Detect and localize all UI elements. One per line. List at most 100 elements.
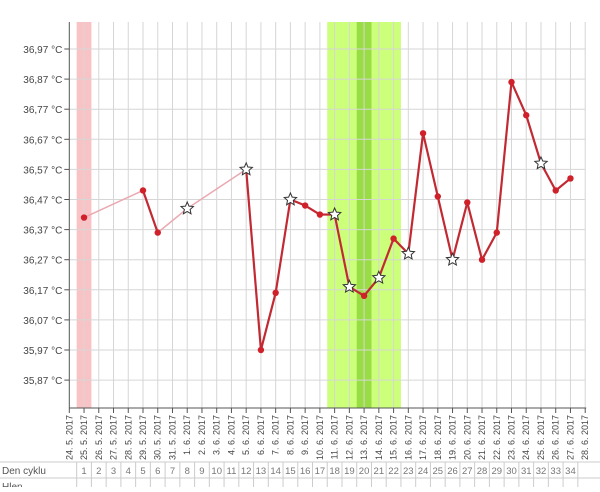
cycle-table: Den cyklu 1 2 3 4 5 6 7 8 9 10 11 12 13 14 15 16 17 18 19 20…: [0, 461, 600, 492]
data-point: [360, 292, 368, 300]
table-cell: 16: [300, 466, 311, 477]
table-cell: 25: [433, 466, 444, 477]
x-tick-label: 29. 5. 2017: [138, 415, 148, 460]
data-point: [493, 229, 500, 236]
y-tick-label: 36,87 °C: [23, 75, 62, 86]
x-tick-label: 11. 6. 2017: [330, 415, 340, 459]
x-tick-label: 17. 6. 2017: [418, 415, 428, 460]
data-point: [80, 214, 88, 221]
data-point: [272, 289, 279, 297]
x-tick-label: 27. 5. 2017: [109, 415, 119, 460]
table-cell: 14: [270, 466, 281, 477]
x-tick-label: 26. 5. 2017: [94, 415, 104, 460]
data-point-star-icon: [400, 245, 416, 260]
data-point: [154, 229, 161, 236]
table-cell: 3: [111, 466, 116, 477]
series-segment: [525, 114, 543, 164]
table-cell: 11: [227, 466, 237, 477]
series-segment: [245, 169, 263, 351]
x-tick-label: 3. 6. 2017: [212, 415, 222, 455]
y-tick-label: 35,87 °C: [23, 376, 62, 387]
table-cell: 4: [126, 466, 131, 477]
series-segment: [407, 133, 425, 254]
data-point: [508, 78, 515, 86]
data-point-star-icon: [371, 270, 387, 285]
data-point: [523, 112, 530, 119]
x-tick-label: 30. 5. 2017: [153, 415, 163, 460]
x-tick-label: 12. 6. 2017: [344, 415, 354, 460]
x-tick-label: 24. 6. 2017: [521, 415, 531, 460]
x-tick-label: 2. 6. 2017: [197, 415, 207, 455]
x-tick-label: 19. 6. 2017: [448, 415, 458, 460]
x-tick-label: 1. 6. 2017: [182, 415, 192, 455]
y-tick-label: 36,67 °C: [23, 135, 62, 146]
x-tick-label: 5. 6. 2017: [241, 415, 251, 455]
series-segment: [466, 202, 484, 260]
table-cell: 15: [285, 466, 296, 477]
table-cell: 8: [185, 466, 190, 477]
table-cell: 18: [329, 466, 340, 477]
data-point-star-icon: [179, 200, 195, 215]
series-segment: [436, 196, 454, 260]
data-point-star-icon: [341, 279, 357, 294]
table-cell: 34: [565, 466, 576, 477]
x-tick-label: 25. 6. 2017: [536, 415, 546, 460]
y-tick-label: 36,77 °C: [23, 105, 62, 116]
table-row-label: Hlen: [2, 482, 23, 487]
x-tick-label: 18. 6. 2017: [433, 415, 443, 460]
data-point: [301, 202, 309, 209]
y-tick-label: 36,57 °C: [23, 165, 62, 176]
y-tick-label: 36,47 °C: [23, 196, 62, 207]
x-tick-label: 6. 6. 2017: [256, 415, 266, 455]
series-segment: [157, 207, 188, 234]
x-tick-label: 27. 6. 2017: [565, 415, 575, 460]
data-point: [552, 187, 559, 194]
x-tick-label: 21. 6. 2017: [477, 415, 487, 460]
table-cell: 24: [418, 466, 429, 477]
table-cell: 5: [140, 466, 145, 477]
series-segment: [495, 82, 513, 233]
x-tick-label: 4. 6. 2017: [226, 415, 236, 455]
data-point-star-icon: [238, 161, 254, 176]
table-cell: 33: [550, 466, 561, 477]
data-point-star-icon: [533, 155, 549, 170]
table-cell: 19: [344, 466, 355, 477]
data-point: [464, 199, 471, 206]
x-tick-label: 31. 5. 2017: [167, 415, 177, 460]
table-cell: 29: [491, 466, 502, 477]
data-point: [257, 346, 265, 354]
data-point: [390, 235, 397, 242]
table-cell: 31: [521, 466, 532, 477]
x-tick-label: 13. 6. 2017: [359, 415, 369, 460]
table-cell: 2: [96, 466, 101, 477]
data-point: [139, 187, 147, 194]
series-segment: [451, 202, 469, 260]
y-tick-label: 36,17 °C: [23, 286, 62, 297]
series-segment: [259, 292, 277, 351]
table-cell: 23: [403, 466, 414, 477]
table-cell: 9: [199, 466, 204, 477]
y-tick-label: 36,37 °C: [23, 226, 62, 237]
table-cell: 32: [536, 466, 547, 477]
x-tick-label: 24. 5. 2017: [64, 415, 74, 460]
series-segment: [186, 168, 247, 210]
series-segment: [274, 199, 292, 293]
series-segment: [377, 238, 395, 279]
data-point: [567, 175, 574, 182]
table-cell: 26: [447, 466, 458, 477]
data-point-star-icon: [282, 191, 298, 206]
table-cell: 6: [155, 466, 160, 477]
x-tick-label: 22. 6. 2017: [492, 415, 502, 460]
table-cell: 13: [256, 466, 267, 477]
table-cell: 30: [506, 466, 517, 477]
x-tick-label: 15. 6. 2017: [389, 415, 399, 460]
table-cell: 20: [359, 466, 370, 477]
series-segment: [481, 232, 498, 261]
table-cell: 10: [211, 466, 222, 477]
x-tick-label: 28. 6. 2017: [580, 415, 590, 460]
table-cell: 21: [374, 466, 385, 477]
y-tick-label: 36,27 °C: [23, 256, 62, 267]
table-cell: 12: [241, 466, 252, 477]
table-row-label: Den cyklu: [2, 466, 46, 477]
